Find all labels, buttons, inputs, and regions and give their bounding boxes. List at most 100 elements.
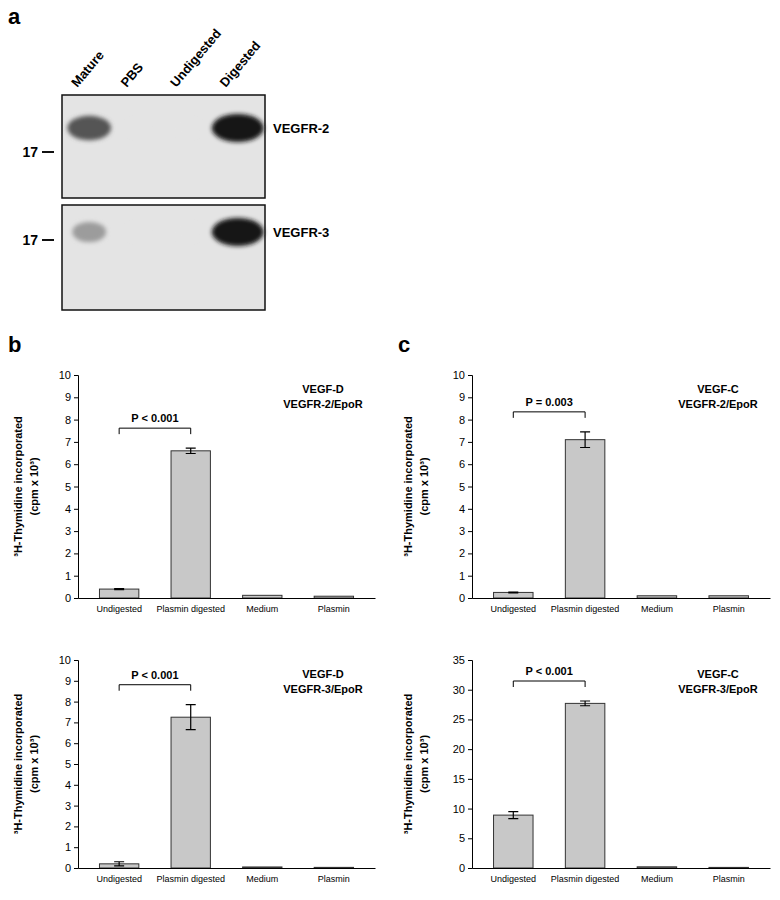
y-axis-title: ³H-Thymidine incorporated — [12, 694, 24, 835]
y-tick: 0 — [65, 592, 78, 604]
figure: abcMaturePBSUndigestedDigestedVEGFR-217V… — [0, 0, 780, 900]
y-tick-label: 6 — [65, 737, 71, 749]
y-axis: 05101520253035 — [453, 654, 473, 874]
y-tick-mark — [74, 576, 78, 577]
x-tick: Plasmin digested — [156, 874, 225, 884]
y-tick: 1 — [459, 570, 472, 582]
y-tick-mark — [74, 553, 78, 554]
y-tick: 5 — [459, 481, 472, 493]
x-tick-label: Plasmin — [318, 604, 350, 614]
y-tick-mark — [74, 397, 78, 398]
y-tick-mark — [468, 690, 472, 691]
y-tick-mark — [468, 838, 472, 839]
annotation: VEGF-C — [697, 668, 739, 680]
y-axis-title: (cpm x 10³) — [418, 457, 430, 515]
y-tick-label: 8 — [65, 696, 71, 708]
y-tick-label: 1 — [459, 570, 465, 582]
x-tick-label: Plasmin — [318, 874, 350, 884]
y-tick-label: 2 — [65, 547, 71, 559]
y-tick-mark — [74, 743, 78, 744]
plot-marks — [494, 701, 749, 868]
x-tick-label: Undigested — [96, 604, 142, 614]
y-tick-label: 9 — [65, 675, 71, 687]
annotation: VEGF-D — [302, 383, 344, 395]
bar — [243, 595, 282, 598]
y-tick-label: 2 — [65, 820, 71, 832]
y-tick-label: 25 — [453, 713, 465, 725]
y-tick-mark — [74, 722, 78, 723]
bar — [314, 867, 353, 868]
y-tick: 25 — [453, 713, 472, 725]
blot-panel: MaturePBSUndigestedDigestedVEGFR-217VEGF… — [22, 26, 329, 310]
y-tick-mark — [74, 826, 78, 827]
y-tick-label: 0 — [65, 862, 71, 874]
y-tick-label: 6 — [65, 458, 71, 470]
y-tick: 20 — [453, 743, 472, 755]
y-tick-mark — [74, 375, 78, 376]
y-tick: 5 — [459, 832, 472, 844]
y-tick: 10 — [59, 369, 78, 381]
error-bar — [580, 432, 590, 448]
bar — [637, 596, 676, 598]
y-tick: 10 — [453, 369, 472, 381]
y-tick: 4 — [65, 503, 78, 515]
y-axis: 012345678910 — [59, 654, 79, 874]
x-tick: Plasmin digested — [156, 604, 225, 614]
y-tick: 10 — [59, 654, 78, 666]
y-tick: 6 — [65, 737, 78, 749]
y-axis-line — [74, 661, 79, 869]
y-tick: 4 — [459, 503, 472, 515]
comparison-label: P = 0.003 — [526, 396, 573, 408]
x-axis-line — [473, 598, 771, 599]
y-tick-mark — [74, 531, 78, 532]
y-tick-mark — [468, 868, 472, 869]
y-tick: 8 — [459, 414, 472, 426]
bar — [99, 589, 138, 598]
y-tick-label: 3 — [459, 525, 465, 537]
x-tick: Medium — [246, 604, 278, 614]
x-axis: Undigested Plasmin digested Medium Plasmin — [79, 599, 376, 615]
y-tick: 10 — [453, 803, 472, 815]
comparison-label: P < 0.001 — [526, 665, 573, 677]
y-tick-label: 8 — [65, 414, 71, 426]
marker-dash — [42, 239, 54, 241]
y-tick-label: 10 — [59, 654, 71, 666]
y-tick-mark — [468, 719, 472, 720]
error-bar — [186, 705, 196, 730]
x-tick-label: Plasmin digested — [551, 874, 620, 884]
y-tick: 6 — [459, 458, 472, 470]
y-axis-line — [468, 661, 473, 869]
y-tick-label: 30 — [453, 684, 465, 696]
y-tick-label: 4 — [65, 503, 71, 515]
y-tick-label: 10 — [453, 803, 465, 815]
error-bar — [186, 448, 196, 453]
lane-label: Mature — [68, 48, 107, 90]
y-tick: 3 — [65, 800, 78, 812]
x-tick: Plasmin — [318, 604, 350, 614]
panel-label: b — [8, 332, 21, 357]
lane-label: Digested — [217, 38, 264, 90]
y-tick-mark — [468, 487, 472, 488]
x-tick-label: Plasmin digested — [551, 604, 620, 614]
y-tick-label: 1 — [65, 841, 71, 853]
y-tick-mark — [468, 464, 472, 465]
y-tick-label: 0 — [65, 592, 71, 604]
y-tick-mark — [468, 509, 472, 510]
comparison-bracket — [119, 428, 191, 434]
error-bar — [508, 812, 518, 819]
y-tick: 6 — [65, 458, 78, 470]
y-tick: 3 — [65, 525, 78, 537]
x-axis: UndigestedPlasmin digestedMediumPlasmin — [473, 599, 771, 615]
x-tick-label: Medium — [641, 874, 673, 884]
blot-band — [67, 116, 111, 140]
blot-band — [127, 120, 151, 136]
y-tick-label: 7 — [459, 436, 465, 448]
y-tick-label: 35 — [453, 654, 465, 666]
y-tick-mark — [74, 785, 78, 786]
x-tick: Plasmin — [713, 604, 745, 614]
y-tick-mark — [74, 847, 78, 848]
y-tick-label: 5 — [65, 758, 71, 770]
x-tick: Plasmin digested — [551, 874, 620, 884]
y-tick-mark — [468, 442, 472, 443]
y-axis-line — [468, 376, 473, 599]
